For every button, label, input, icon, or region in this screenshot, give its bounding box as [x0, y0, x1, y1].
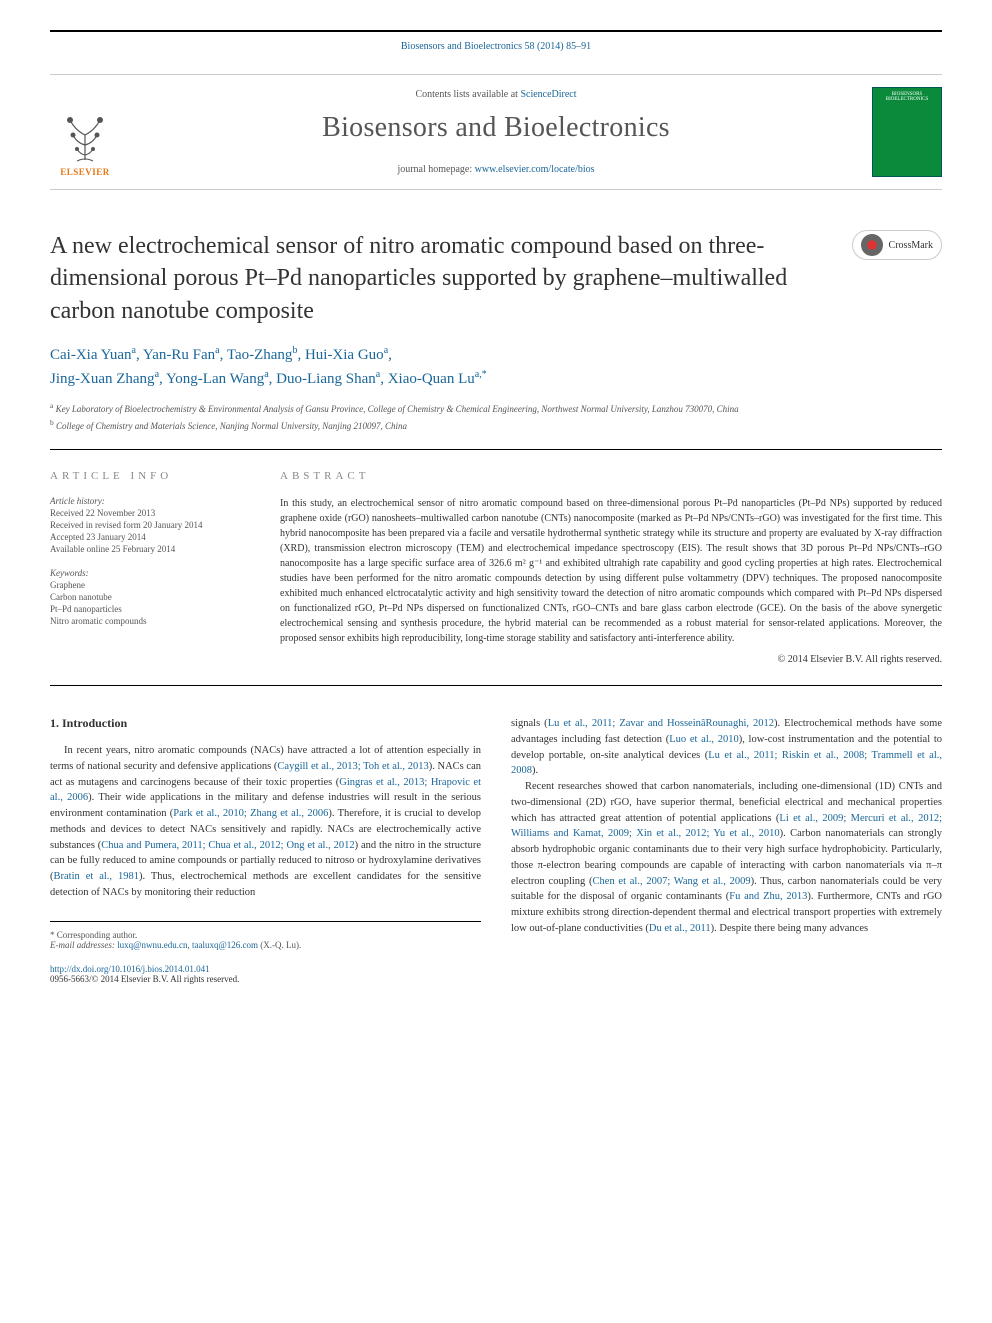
crossmark-icon — [861, 234, 883, 256]
publisher-name: ELSEVIER — [60, 167, 110, 177]
citation-link[interactable]: Luo et al., 2010 — [669, 734, 738, 745]
body-paragraph: Recent researches showed that carbon nan… — [511, 779, 942, 937]
keyword: Pt–Pd nanoparticles — [50, 604, 250, 614]
keyword: Nitro aromatic compounds — [50, 616, 250, 626]
corresponding-footer: * Corresponding author. E-mail addresses… — [50, 921, 481, 950]
article-info-heading: ARTICLE INFO — [50, 470, 250, 482]
text: ). Despite there being many advances — [711, 923, 868, 934]
homepage-link[interactable]: www.elsevier.com/locate/bios — [475, 164, 595, 175]
accepted-date: Accepted 23 January 2014 — [50, 532, 250, 542]
title-row: A new electrochemical sensor of nitro ar… — [50, 230, 942, 327]
sep: , Hui-Xia Guo — [297, 347, 383, 363]
contents-line: Contents lists available at ScienceDirec… — [120, 89, 872, 100]
revised-date: Received in revised form 20 January 2014 — [50, 520, 250, 530]
page-container: Biosensors and Bioelectronics 58 (2014) … — [0, 0, 992, 1014]
sep: , Xiao-Quan Lu — [380, 371, 475, 387]
journal-name: Biosensors and Bioelectronics — [120, 112, 872, 144]
corr-author-label: * Corresponding author. — [50, 930, 481, 940]
email-line: E-mail addresses: luxq@nwnu.edu.cn, taal… — [50, 940, 481, 950]
affiliation-b-text: College of Chemistry and Materials Scien… — [56, 421, 407, 431]
online-date: Available online 25 February 2014 — [50, 544, 250, 554]
received-date: Received 22 November 2013 — [50, 508, 250, 518]
citation-link[interactable]: Park et al., 2010; Zhang et al., 2006 — [173, 808, 328, 819]
header-center: Contents lists available at ScienceDirec… — [120, 89, 872, 175]
sep: , Tao-Zhang — [220, 347, 293, 363]
elsevier-tree-icon — [55, 105, 115, 165]
citation-link[interactable]: Biosensors and Bioelectronics 58 (2014) … — [401, 41, 591, 52]
abstract-heading: ABSTRACT — [280, 470, 942, 482]
sep: , Yan-Ru Fan — [136, 347, 215, 363]
info-abstract-row: ARTICLE INFO Article history: Received 2… — [50, 470, 942, 686]
section-1-heading: 1. Introduction — [50, 716, 481, 731]
crossmark-badge[interactable]: CrossMark — [852, 230, 942, 260]
abstract-col: ABSTRACT In this study, an electrochemic… — [280, 470, 942, 665]
author[interactable]: Jing-Xuan Zhang — [50, 371, 155, 387]
cover-title: BIOSENSORSBIOELECTRONICS — [877, 92, 937, 102]
citation-link[interactable]: Lu et al., 2011; Zavar and HosseinâRouna… — [548, 718, 774, 729]
affil-marker: a, — [475, 369, 482, 380]
body-columns: 1. Introduction In recent years, nitro a… — [50, 716, 942, 984]
doi-link[interactable]: http://dx.doi.org/10.1016/j.bios.2014.01… — [50, 964, 210, 974]
header-row: ELSEVIER Contents lists available at Sci… — [50, 74, 942, 190]
article-info-col: ARTICLE INFO Article history: Received 2… — [50, 470, 250, 665]
sep: , Yong-Lan Wang — [159, 371, 264, 387]
affiliation-b: b College of Chemistry and Materials Sci… — [50, 417, 942, 434]
sciencedirect-link[interactable]: ScienceDirect — [520, 89, 576, 100]
journal-cover-thumbnail[interactable]: BIOSENSORSBIOELECTRONICS — [872, 87, 942, 177]
affiliations-block: a Key Laboratory of Bioelectrochemistry … — [50, 400, 942, 450]
doi-block: http://dx.doi.org/10.1016/j.bios.2014.01… — [50, 964, 481, 984]
body-col-left: 1. Introduction In recent years, nitro a… — [50, 716, 481, 984]
email-link[interactable]: taaluxq@126.com — [192, 940, 258, 950]
text: signals ( — [511, 718, 548, 729]
keyword: Carbon nanotube — [50, 592, 250, 602]
citation-link[interactable]: Chen et al., 2007; Wang et al., 2009 — [593, 876, 751, 887]
citation-link[interactable]: Chua and Pumera, 2011; Chua et al., 2012… — [101, 840, 354, 851]
citation-link[interactable]: Caygill et al., 2013; Toh et al., 2013 — [277, 761, 428, 772]
homepage-line: journal homepage: www.elsevier.com/locat… — [120, 164, 872, 175]
issn-copyright: 0956-5663/© 2014 Elsevier B.V. All right… — [50, 974, 481, 984]
keyword: Graphene — [50, 580, 250, 590]
homepage-prefix: journal homepage: — [397, 164, 474, 175]
body-paragraph: In recent years, nitro aromatic compound… — [50, 743, 481, 901]
sep: , Duo-Liang Shan — [269, 371, 376, 387]
affiliation-a: a Key Laboratory of Bioelectrochemistry … — [50, 400, 942, 417]
author[interactable]: Cai-Xia Yuan — [50, 347, 132, 363]
sep: , — [388, 347, 392, 363]
history-heading: Article history: — [50, 496, 250, 506]
email-label: E-mail addresses: — [50, 940, 117, 950]
citation-link[interactable]: Du et al., 2011 — [649, 923, 711, 934]
citation-link[interactable]: Bratin et al., 1981 — [54, 871, 140, 882]
affiliation-a-text: Key Laboratory of Bioelectrochemistry & … — [56, 404, 739, 414]
topbar: Biosensors and Bioelectronics 58 (2014) … — [50, 30, 942, 54]
keywords-heading: Keywords: — [50, 568, 250, 578]
crossmark-label: CrossMark — [889, 240, 933, 251]
corresponding-marker[interactable]: * — [482, 369, 487, 380]
contents-prefix: Contents lists available at — [415, 89, 520, 100]
email-suffix: (X.-Q. Lu). — [258, 940, 301, 950]
abstract-copyright: © 2014 Elsevier B.V. All rights reserved… — [280, 654, 942, 665]
body-col-right: signals (Lu et al., 2011; Zavar and Hoss… — [511, 716, 942, 984]
text: ). — [532, 765, 538, 776]
publisher-logo[interactable]: ELSEVIER — [50, 87, 120, 177]
article-title: A new electrochemical sensor of nitro ar… — [50, 230, 852, 327]
email-link[interactable]: luxq@nwnu.edu.cn — [117, 940, 187, 950]
keywords-block: Keywords: Graphene Carbon nanotube Pt–Pd… — [50, 568, 250, 626]
body-paragraph: signals (Lu et al., 2011; Zavar and Hoss… — [511, 716, 942, 779]
authors-list: Cai-Xia Yuana, Yan-Ru Fana, Tao-Zhangb, … — [50, 343, 942, 390]
citation-link[interactable]: Fu and Zhu, 2013 — [729, 891, 807, 902]
abstract-text: In this study, an electrochemical sensor… — [280, 496, 942, 646]
